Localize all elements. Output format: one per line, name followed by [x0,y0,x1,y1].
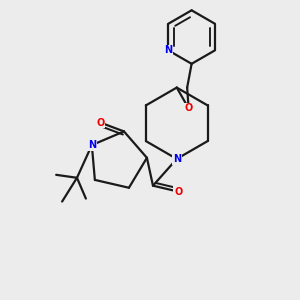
Text: O: O [184,103,193,113]
Text: O: O [174,187,182,196]
Text: N: N [164,45,172,56]
Text: O: O [96,118,104,128]
Text: N: N [173,154,181,164]
Text: N: N [88,140,96,150]
